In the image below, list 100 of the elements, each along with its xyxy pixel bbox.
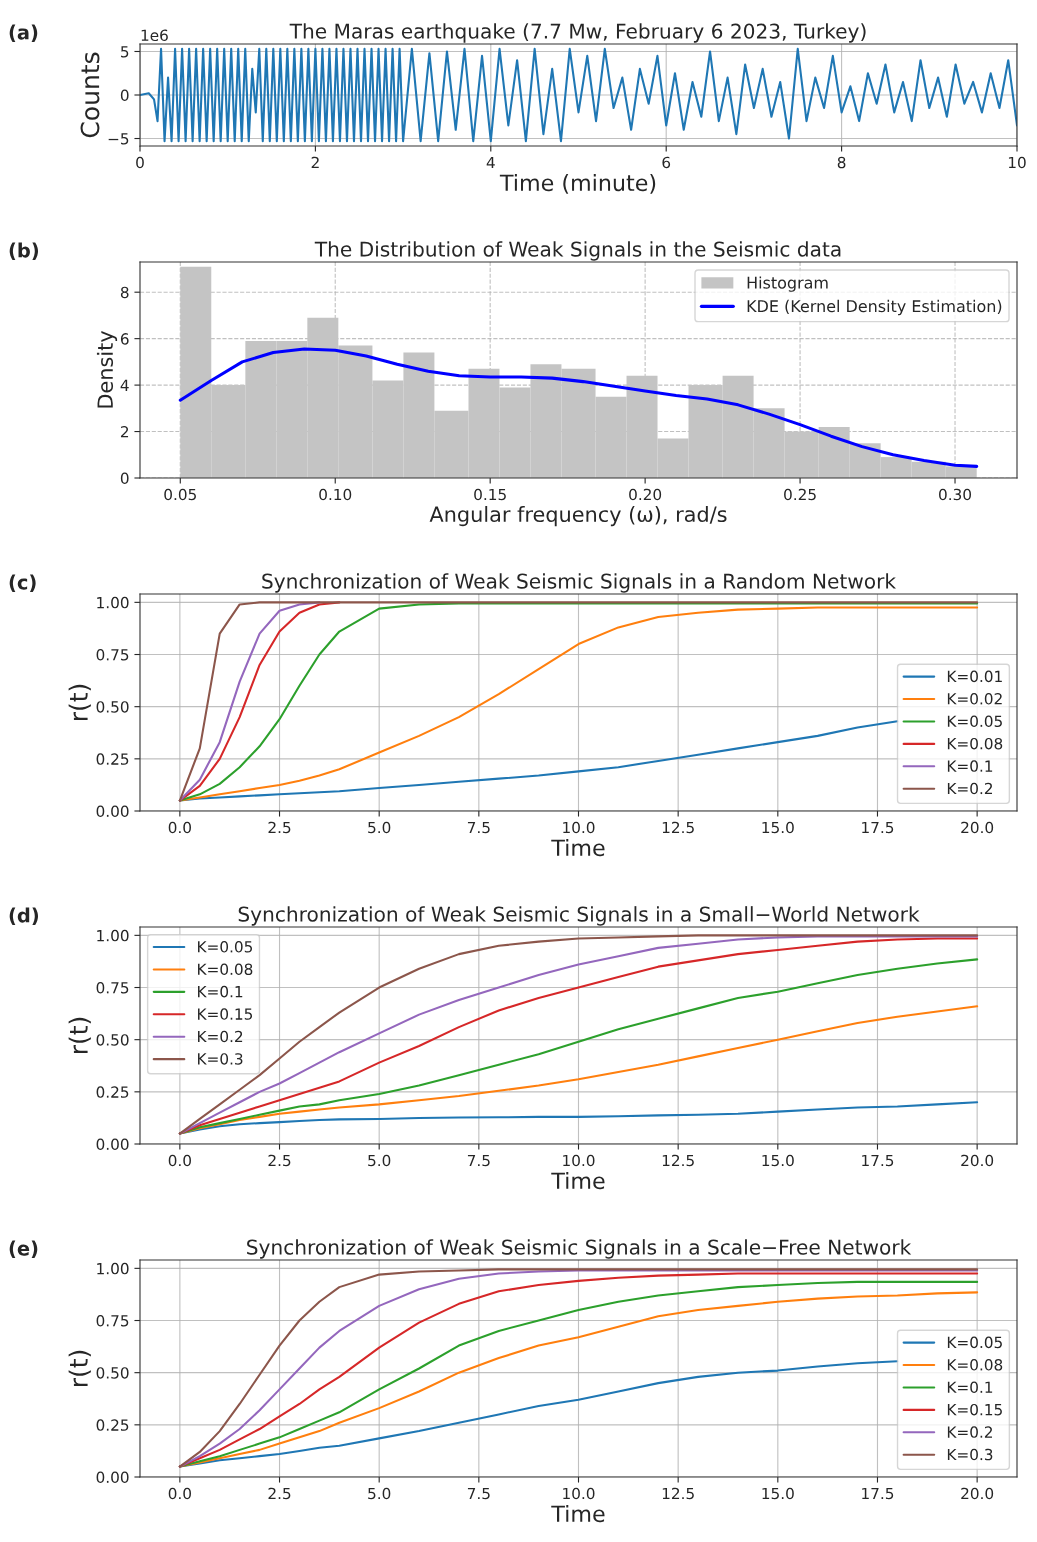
x-axis-title: Time (minute) <box>499 173 656 194</box>
y-tick-label: 0.75 <box>96 648 129 661</box>
x-tick-label: 0.15 <box>474 488 506 501</box>
x-tick-label: 10.0 <box>563 1154 595 1167</box>
legend-label: K=0.05 <box>198 941 253 953</box>
chart-title: The Maras earthquake (7.7 Mw, February 6 2023, Turkey) <box>289 23 866 43</box>
legend-label: K=0.05 <box>947 1336 1002 1349</box>
x-tick-label: 15.0 <box>762 1487 794 1500</box>
x-tick-label: 0.0 <box>168 821 191 834</box>
text: 1e6 <box>141 29 168 42</box>
text: (d) <box>9 907 39 925</box>
text: (b) <box>9 242 39 260</box>
legend-label: K=0.1 <box>947 760 993 772</box>
x-tick-label: 0.30 <box>939 488 972 501</box>
y-tick-label: 0.50 <box>96 701 129 713</box>
x-axis-title: Time <box>551 838 605 857</box>
y-tick-label: 0.25 <box>96 1086 129 1098</box>
legend-label: K=0.3 <box>198 1053 243 1065</box>
x-tick-label: 10.0 <box>563 821 595 834</box>
x-tick-label: 5.0 <box>368 821 391 834</box>
x-tick-label: 0.05 <box>164 488 196 501</box>
legend-label: K=0.05 <box>947 715 1002 728</box>
x-tick-label: 12.5 <box>662 821 694 834</box>
line-series <box>178 1360 899 1468</box>
legend-label: K=0.08 <box>947 1359 1003 1371</box>
y-tick-label: 0.25 <box>96 753 129 765</box>
x-tick-label: 15.0 <box>762 821 794 834</box>
x-axis-title: Time <box>551 1504 605 1523</box>
x-tick-label: 20.0 <box>961 1154 994 1167</box>
y-tick-label: 1.00 <box>97 1262 129 1275</box>
x-axis-title: Angular frequency (ω), rad/s <box>429 505 727 527</box>
legend-label: K=0.15 <box>947 1403 1002 1416</box>
y-tick-label: 0.75 <box>96 1314 129 1327</box>
x-tick-label: 0 <box>136 156 144 169</box>
y-axis-title: r(t) <box>68 1350 91 1387</box>
x-tick-label: 17.5 <box>862 821 894 834</box>
x-tick-label: 20.0 <box>961 821 994 834</box>
y-axis-title: r(t) <box>68 684 91 721</box>
y-tick-label: 1.00 <box>97 596 129 609</box>
legend-label: K=0.3 <box>947 1448 993 1461</box>
x-axis-title: Time <box>551 1171 605 1190</box>
x-tick-label: 17.5 <box>862 1154 894 1167</box>
y-tick-label: 4 <box>120 379 129 391</box>
y-tick-label: 8 <box>120 286 129 299</box>
y-tick-label: 0.50 <box>96 1367 129 1379</box>
legend-label: KDE (Kernel Density Estimation) <box>747 299 1002 316</box>
x-tick-label: 0.0 <box>168 1154 191 1167</box>
y-tick-label: 6 <box>120 333 129 345</box>
x-tick-label: 0.25 <box>784 488 816 501</box>
chart-title: Synchronization of Weak Seismic Signals in a Scale−Free Network <box>247 1239 912 1259</box>
legend-label: Histogram <box>747 276 828 292</box>
x-tick-label: 4 <box>486 156 495 169</box>
y-tick-label: 0.00 <box>96 1471 129 1484</box>
x-tick-label: 0.20 <box>629 488 662 501</box>
y-tick-label: 0.75 <box>96 981 129 994</box>
y-tick-label: 0.00 <box>96 805 129 818</box>
legend-label: K=0.08 <box>198 963 253 975</box>
x-tick-label: 20.0 <box>961 1487 994 1500</box>
y-axis-title: Density <box>96 331 118 408</box>
text: (c) <box>9 574 36 592</box>
y-tick-label: 1.00 <box>97 929 129 942</box>
y-axis-title: r(t) <box>68 1017 91 1054</box>
chart-title: The Distribution of Weak Signals in the Seismic data <box>314 241 841 261</box>
legend-label: K=0.1 <box>947 1381 993 1394</box>
x-tick-label: 6 <box>662 156 671 169</box>
y-axis-title: Counts <box>80 52 100 138</box>
x-tick-label: 5.0 <box>368 1487 391 1500</box>
x-tick-label: 17.5 <box>862 1487 894 1500</box>
y-tick-label: 0.25 <box>96 1419 129 1431</box>
x-tick-label: 10.0 <box>563 1487 595 1500</box>
y-tick-label: 0.50 <box>96 1034 129 1046</box>
x-tick-label: 7.5 <box>467 1154 490 1167</box>
x-tick-label: 7.5 <box>467 821 490 834</box>
legend-label: K=0.02 <box>947 693 1002 705</box>
x-tick-label: 0.0 <box>168 1487 191 1500</box>
y-tick-label: 0.00 <box>96 1138 129 1151</box>
x-tick-label: 5.0 <box>368 1154 391 1167</box>
x-tick-label: 2 <box>311 156 319 169</box>
line-series <box>140 47 1017 143</box>
y-tick-label: 2 <box>120 426 129 438</box>
legend-label: K=0.01 <box>947 670 1002 683</box>
x-tick-label: 8 <box>837 156 846 169</box>
y-tick-label: −5 <box>108 133 129 145</box>
y-tick-label: 0 <box>120 89 129 102</box>
legend-label: K=0.1 <box>198 985 243 998</box>
legend-label: K=0.08 <box>947 737 1003 750</box>
chart-title: Synchronization of Weak Seismic Signals in a Random Network <box>262 573 896 593</box>
y-tick-label: 0 <box>120 472 129 485</box>
legend-label: K=0.2 <box>947 782 992 795</box>
x-tick-label: 12.5 <box>662 1487 694 1500</box>
legend-label: K=0.15 <box>198 1008 253 1020</box>
legend-label: K=0.2 <box>947 1426 992 1438</box>
x-tick-label: 2.5 <box>268 1487 291 1500</box>
chart-title: Synchronization of Weak Seismic Signals in a Small−World Network <box>238 906 920 926</box>
y-tick-label: 5 <box>121 46 129 58</box>
text: (a) <box>9 24 38 42</box>
x-tick-label: 15.0 <box>762 1154 794 1167</box>
x-tick-label: 10 <box>1008 156 1026 169</box>
x-tick-label: 0.10 <box>319 488 352 501</box>
x-tick-label: 2.5 <box>268 821 291 834</box>
